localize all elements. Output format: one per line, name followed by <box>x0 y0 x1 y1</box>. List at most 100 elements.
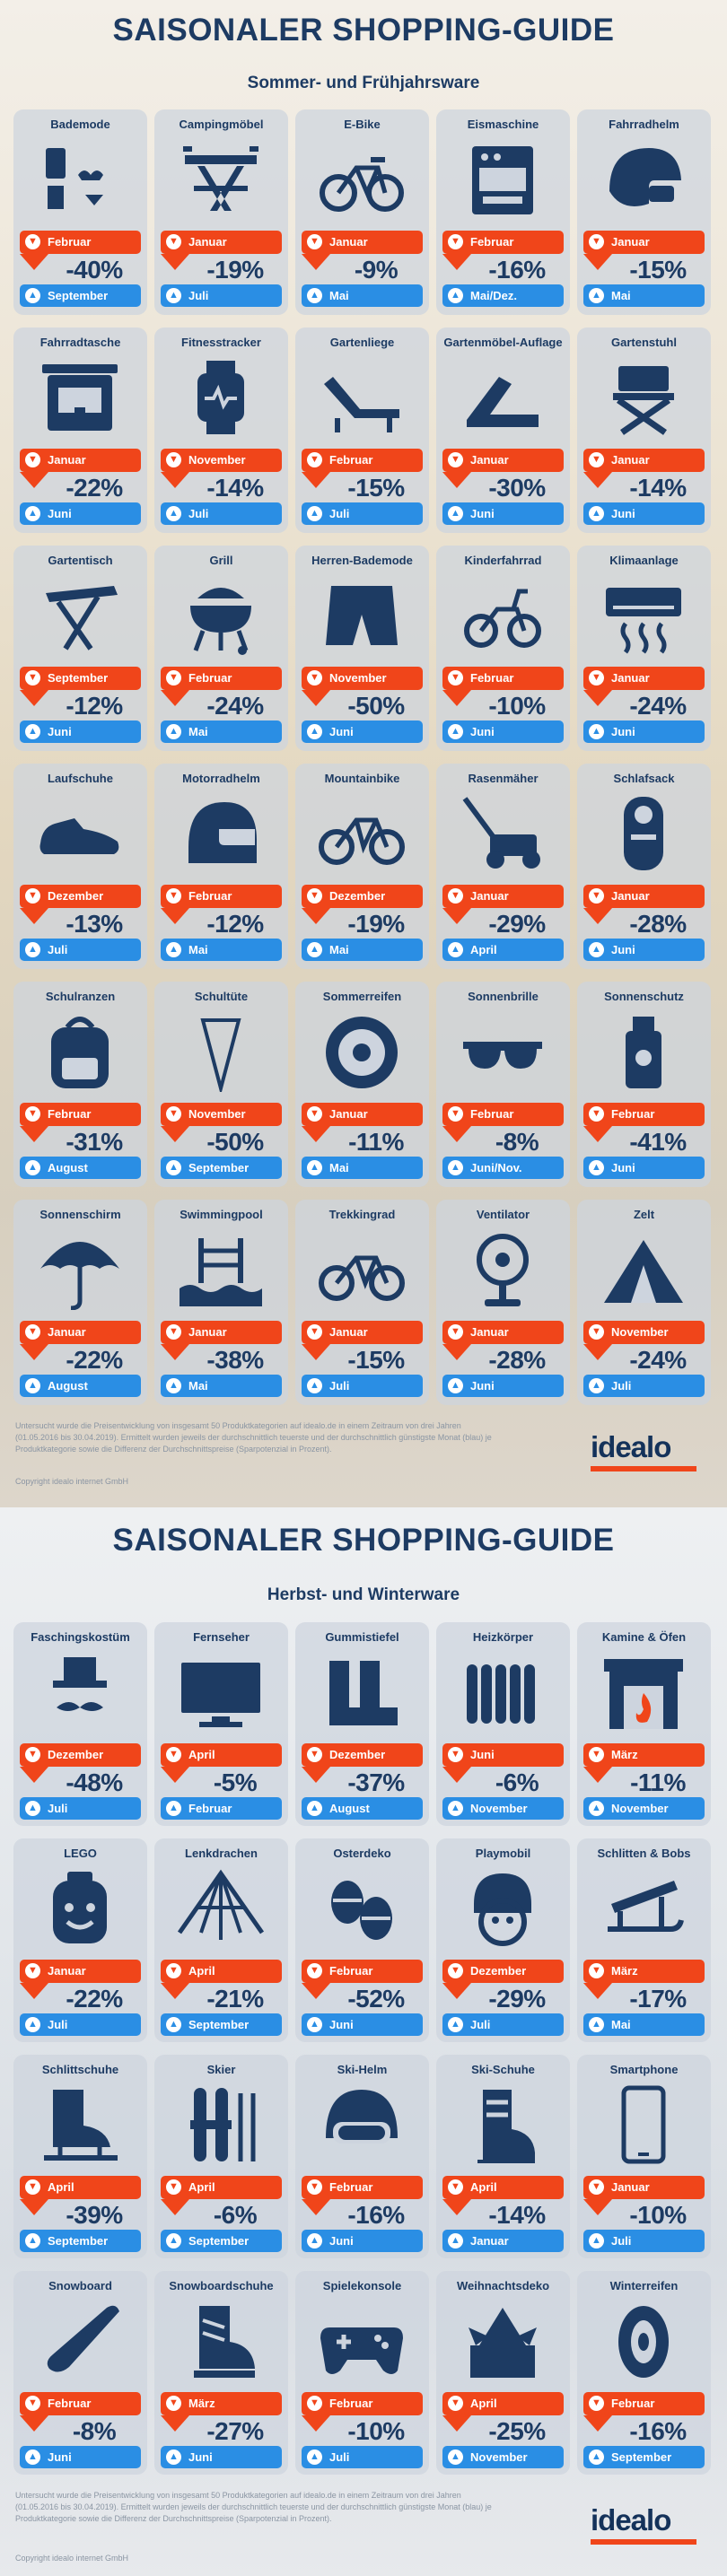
arrow-down-icon <box>161 1983 189 1999</box>
cheapest-month-bar: ▼ Februar <box>583 2392 705 2415</box>
thumbs-up-icon: ▲ <box>25 288 40 303</box>
priciest-month: September <box>611 2450 672 2464</box>
product-card: Grill ▼ Februar -24% ▲ Mai <box>154 546 288 751</box>
savings-percent: -22% <box>66 474 123 502</box>
product-card: Sonnenschirm ▼ Januar -22% ▲ August <box>13 1200 147 1405</box>
cheapest-month: Februar <box>470 235 514 249</box>
arrow-down-icon <box>583 908 612 924</box>
thumbs-up-icon: ▲ <box>589 1801 604 1816</box>
product-name: Playmobil <box>475 1847 531 1860</box>
priciest-month-bar: ▲ August <box>302 1797 423 1820</box>
product-card: Smartphone ▼ Januar -10% ▲ Juli <box>577 2055 711 2258</box>
arrow-down-icon <box>302 2199 330 2215</box>
thumbs-down-icon: ▼ <box>589 1106 604 1122</box>
cheapest-month-bar: ▼ Januar <box>583 231 705 254</box>
priciest-month: Juni/Nov. <box>470 1161 522 1174</box>
priciest-month: November <box>611 1802 669 1815</box>
savings-percent: -16% <box>488 256 546 284</box>
product-name: Schlafsack <box>613 772 675 785</box>
sled-icon <box>599 1868 688 1949</box>
savings-percent: -22% <box>66 1346 123 1374</box>
cheapest-month: Januar <box>470 453 509 467</box>
product-name: Sommerreifen <box>322 990 402 1003</box>
thumbs-up-icon: ▲ <box>166 1160 181 1175</box>
savings-percent: -25% <box>488 2417 546 2445</box>
arrow-down-icon <box>302 1126 330 1142</box>
trekking-bike-icon <box>317 1229 407 1310</box>
garden-table-icon <box>35 575 125 656</box>
priciest-month: Juni <box>470 507 495 520</box>
cheapest-month: Februar <box>188 889 232 903</box>
copyright: Copyright idealo internet GmbH <box>15 1477 129 1486</box>
priciest-month: Juli <box>329 2450 350 2464</box>
product-name: Snowboard <box>48 2279 112 2292</box>
priciest-month-bar: ▲ September <box>161 2230 282 2252</box>
savings-percent: -16% <box>629 2417 687 2445</box>
thumbs-up-icon: ▲ <box>166 506 181 521</box>
cheapest-month-bar: ▼ Dezember <box>442 1960 564 1983</box>
fan-icon <box>458 1229 547 1310</box>
product-card: Snowboardschuhe ▼ März -27% ▲ Juni <box>154 2271 288 2475</box>
thumbs-down-icon: ▼ <box>307 234 322 249</box>
helmet-icon <box>599 139 688 220</box>
cheapest-month: Februar <box>48 1107 92 1121</box>
arrow-down-icon <box>302 1983 330 1999</box>
arrow-down-icon <box>161 2199 189 2215</box>
thumbs-up-icon: ▲ <box>25 1160 40 1175</box>
cheapest-month-bar: ▼ Februar <box>302 1960 423 1983</box>
thumbs-up-icon: ▲ <box>448 506 463 521</box>
winter-guide-section: SAISONALER SHOPPING-GUIDE Herbst- und Wi… <box>0 1507 727 2576</box>
product-card: Gartentisch ▼ September -12% ▲ Juni <box>13 546 147 751</box>
skis-icon <box>176 2084 266 2165</box>
thumbs-down-icon: ▼ <box>307 888 322 904</box>
product-name: Ventilator <box>476 1208 530 1221</box>
cheapest-month: Januar <box>611 235 650 249</box>
savings-percent: -38% <box>206 1346 264 1374</box>
arrow-down-icon <box>20 254 48 270</box>
footnote: Untersucht wurde die Preisentwicklung vo… <box>15 2491 492 2523</box>
thumbs-down-icon: ▼ <box>448 1747 463 1762</box>
priciest-month-bar: ▲ August <box>20 1375 141 1397</box>
arrow-down-icon <box>442 254 471 270</box>
savings-percent: -6% <box>495 1768 539 1796</box>
product-card: Mountainbike ▼ Dezember -19% ▲ Mai <box>295 764 429 969</box>
cheapest-month: Februar <box>48 235 92 249</box>
cheapest-month: November <box>188 1107 246 1121</box>
product-card: Lenkdrachen ▼ April -21% ▲ September <box>154 1838 288 2042</box>
product-name: Sonnenschutz <box>604 990 684 1003</box>
cheapest-month-bar: ▼ November <box>302 667 423 690</box>
gamepad-icon <box>317 2301 407 2381</box>
cheapest-month: Februar <box>470 1107 514 1121</box>
thumbs-up-icon: ▲ <box>307 288 322 303</box>
product-card: Sommerreifen ▼ Januar -11% ▲ Mai <box>295 982 429 1187</box>
thumbs-down-icon: ▼ <box>166 2179 181 2195</box>
cheapest-month-bar: ▼ Januar <box>20 1321 141 1344</box>
thumbs-up-icon: ▲ <box>166 1378 181 1393</box>
lego-figure-icon <box>35 1868 125 1949</box>
thumbs-up-icon: ▲ <box>589 2449 604 2465</box>
product-name: Ski-Helm <box>337 2063 388 2076</box>
product-name: Schlitten & Bobs <box>597 1847 691 1860</box>
thumbs-down-icon: ▼ <box>307 1324 322 1340</box>
arrow-down-icon <box>442 908 471 924</box>
cheapest-month-bar: ▼ März <box>583 1743 705 1767</box>
thumbs-up-icon: ▲ <box>25 942 40 957</box>
priciest-month: April <box>470 943 497 956</box>
thumbs-down-icon: ▼ <box>166 888 181 904</box>
thumbs-up-icon: ▲ <box>166 1801 181 1816</box>
thumbs-up-icon: ▲ <box>307 2017 322 2032</box>
cheapest-month: Februar <box>48 2397 92 2410</box>
ice-machine-icon <box>458 139 547 220</box>
priciest-month: Juli <box>188 289 209 302</box>
thumbs-up-icon: ▲ <box>307 724 322 739</box>
priciest-month-bar: ▲ Mai <box>583 2013 705 2036</box>
product-card: Klimaanlage ▼ Januar -24% ▲ Juni <box>577 546 711 751</box>
product-name: Weihnachtsdeko <box>456 2279 550 2292</box>
priciest-month: September <box>48 289 109 302</box>
product-card: Schulranzen ▼ Februar -31% ▲ August <box>13 982 147 1187</box>
thumbs-down-icon: ▼ <box>307 1747 322 1762</box>
savings-percent: -5% <box>213 1768 258 1796</box>
product-grid: Faschingskostüm ▼ Dezember -48% ▲ Juli Fernseh… <box>13 1622 711 2475</box>
thumbs-up-icon: ▲ <box>25 2017 40 2032</box>
garden-chair-icon <box>599 357 688 438</box>
